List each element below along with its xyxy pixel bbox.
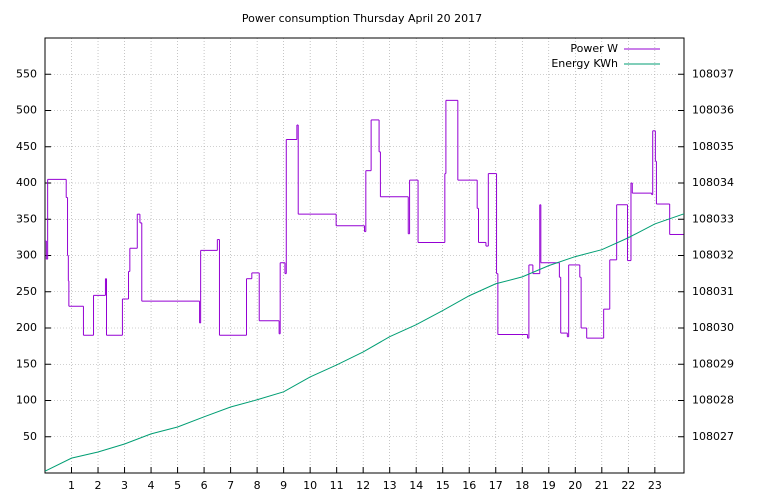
x-tick-label: 21 — [595, 479, 609, 492]
x-tick-label: 17 — [489, 479, 503, 492]
x-tick-label: 12 — [356, 479, 370, 492]
y-tick-label: 200 — [16, 321, 37, 334]
x-tick-label: 13 — [383, 479, 397, 492]
y-tick-label: 350 — [16, 212, 37, 225]
y-tick-label: 450 — [16, 140, 37, 153]
x-tick-label: 16 — [462, 479, 476, 492]
y2-tick-label: 108033 — [692, 212, 734, 225]
x-tick-label: 5 — [174, 479, 181, 492]
chart-title: Power consumption Thursday April 20 2017 — [242, 12, 482, 25]
y-tick-label: 550 — [16, 67, 37, 80]
x-tick-label: 22 — [621, 479, 635, 492]
y-tick-label: 100 — [16, 394, 37, 407]
y2-tick-label: 108030 — [692, 321, 734, 334]
y2-tick-label: 108037 — [692, 67, 734, 80]
x-tick-label: 9 — [280, 479, 287, 492]
x-tick-label: 1 — [68, 479, 75, 492]
legend-label: Energy KWh — [551, 57, 618, 70]
plot-frame — [44, 37, 685, 474]
y-tick-label: 500 — [16, 104, 37, 117]
x-tick-label: 8 — [254, 479, 261, 492]
x-tick-label: 15 — [436, 479, 450, 492]
x-tick-label: 2 — [95, 479, 102, 492]
x-tick-label: 19 — [542, 479, 556, 492]
y2-tick-label: 108031 — [692, 285, 734, 298]
x-tick-label: 11 — [330, 479, 344, 492]
x-tick-label: 6 — [201, 479, 208, 492]
x-tick-label: 20 — [568, 479, 582, 492]
y2-tick-label: 108035 — [692, 140, 734, 153]
x-tick-label: 10 — [303, 479, 317, 492]
legend-label: Power W — [570, 42, 618, 55]
x-tick-label: 3 — [121, 479, 128, 492]
x-tick-label: 18 — [515, 479, 529, 492]
y-tick-label: 300 — [16, 249, 37, 262]
x-tick-label: 14 — [409, 479, 423, 492]
y2-tick-label: 108028 — [692, 394, 734, 407]
y2-tick-label: 108032 — [692, 249, 734, 262]
energy-line — [44, 213, 685, 472]
y2-tick-label: 108027 — [692, 430, 734, 443]
x-tick-label: 23 — [648, 479, 662, 492]
y-tick-label: 250 — [16, 285, 37, 298]
y-tick-label: 50 — [23, 430, 37, 443]
x-tick-label: 7 — [227, 479, 234, 492]
x-tick-label: 4 — [148, 479, 155, 492]
y-tick-label: 400 — [16, 176, 37, 189]
y2-tick-label: 108029 — [692, 357, 734, 370]
y-tick-label: 150 — [16, 357, 37, 370]
y2-tick-label: 108034 — [692, 176, 734, 189]
y2-tick-label: 108036 — [692, 104, 734, 117]
